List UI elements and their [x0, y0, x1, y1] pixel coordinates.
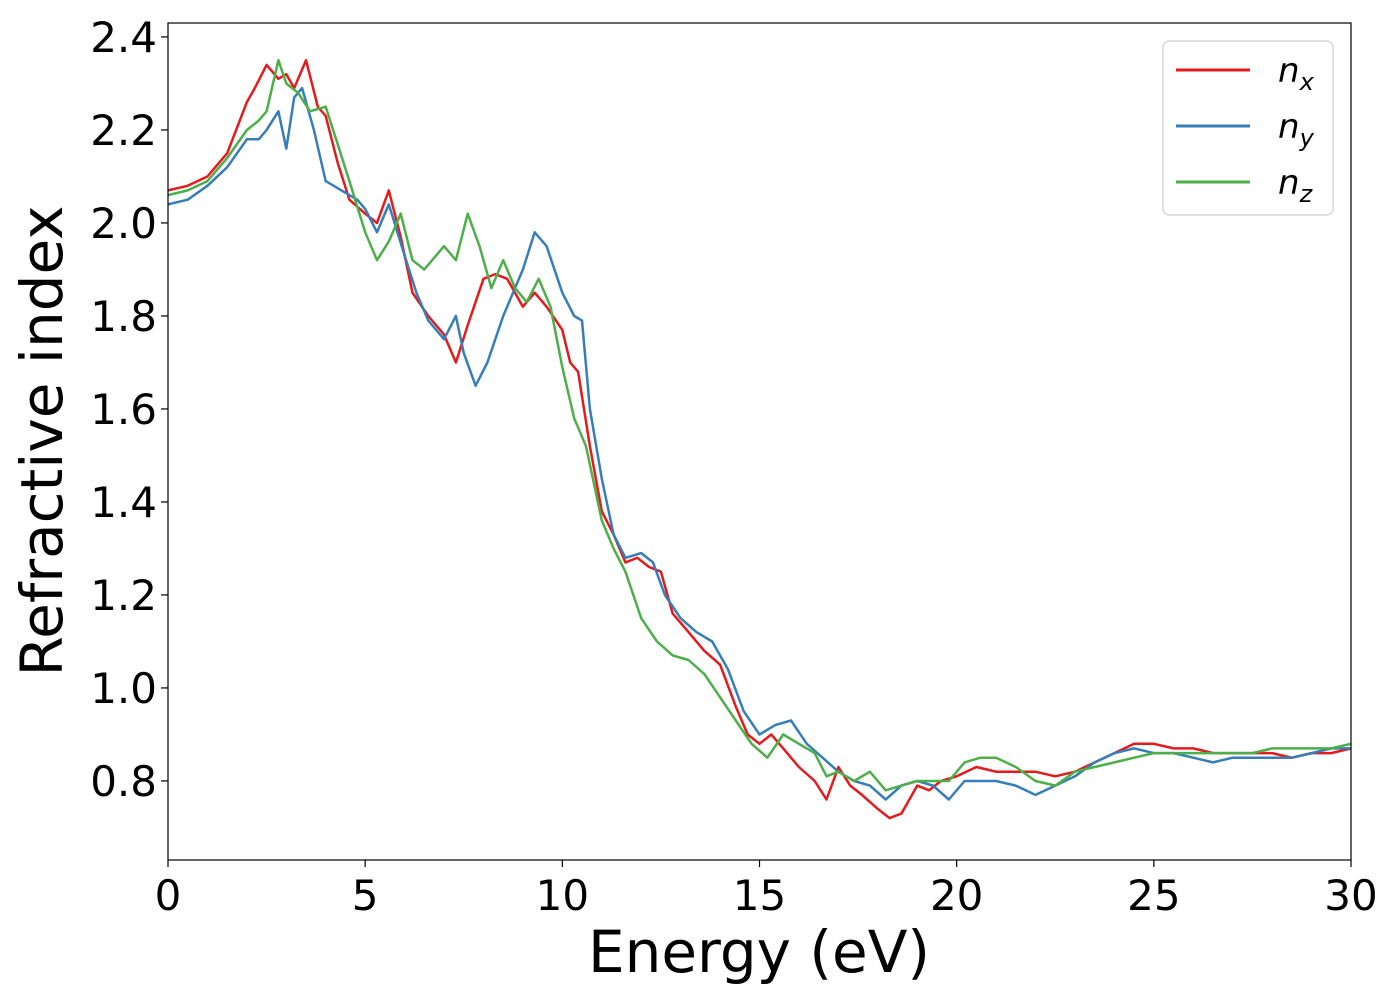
axes-layer: 0 5 10 15 20 25 30 0.8 1.0 1.2 1.4 1.6 1.8 2.0 2.2 2.4: [90, 13, 1378, 920]
series-line-nx: [167, 58, 1352, 820]
x-tick-label: 25: [1127, 871, 1180, 920]
x-axis-title: Energy (eV): [588, 918, 930, 986]
x-tick-label: 0: [155, 871, 182, 920]
legend-subscript: y: [1299, 124, 1315, 152]
y-tick-label: 2.0: [90, 199, 157, 248]
y-tick-label: 2.2: [90, 106, 157, 155]
legend-label-nx: nx: [1278, 51, 1315, 96]
plot-lines: [167, 58, 1352, 820]
y-tick-label: 1.0: [90, 664, 157, 713]
legend-subscript: z: [1299, 180, 1314, 208]
series-line-ny: [167, 86, 1351, 801]
y-tick-label: 1.2: [90, 571, 157, 620]
legend-box: [1162, 40, 1334, 216]
x-tick-label: 15: [733, 871, 786, 920]
y-tick-label: 1.6: [90, 385, 157, 434]
series-line-nz: [167, 58, 1352, 792]
x-tick-label: 20: [930, 871, 983, 920]
x-tick-label: 30: [1324, 871, 1377, 920]
x-tick-label: 5: [352, 871, 379, 920]
y-tick-label: 2.4: [90, 13, 157, 62]
legend-subscript: x: [1299, 68, 1315, 96]
y-tick-label: 1.4: [90, 478, 157, 527]
y-tick-label: 0.8: [90, 757, 157, 806]
y-tick-label: 1.8: [90, 292, 157, 341]
y-axis-title: Refractive index: [8, 205, 76, 676]
x-tick-label: 10: [536, 871, 589, 920]
